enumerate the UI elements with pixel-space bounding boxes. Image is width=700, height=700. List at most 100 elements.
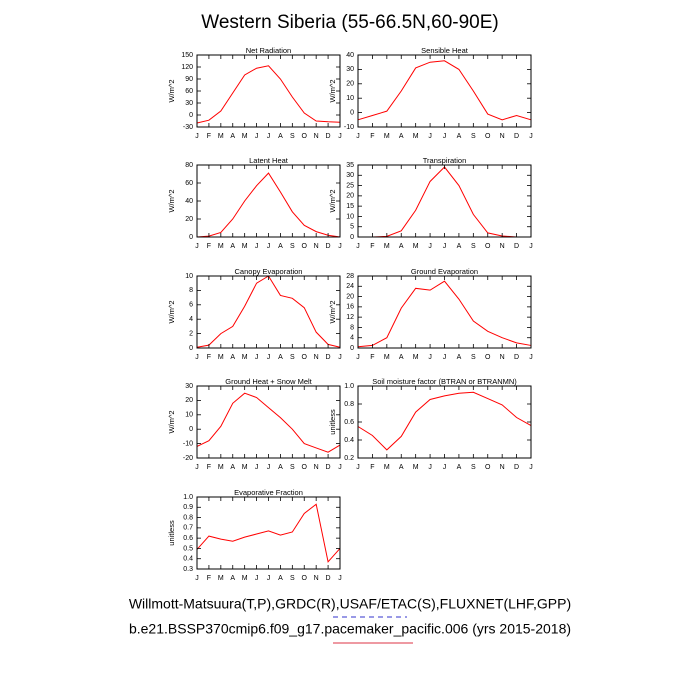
x-tick-label: D	[514, 133, 519, 140]
x-tick-label: J	[195, 464, 199, 471]
x-tick-label: O	[485, 354, 491, 361]
x-tick-label: J	[428, 354, 432, 361]
x-tick-label: A	[230, 575, 235, 582]
y-tick-label: 0	[189, 426, 193, 433]
x-tick-label: M	[384, 464, 390, 471]
x-tick-label: J	[428, 464, 432, 471]
plot-frame	[196, 275, 341, 349]
data-line	[196, 503, 341, 563]
x-tick-label: N	[314, 133, 319, 140]
x-tick-label: D	[514, 464, 519, 471]
x-tick-label: A	[457, 354, 462, 361]
x-tick-label: J	[443, 354, 447, 361]
x-tick-label: J	[356, 354, 360, 361]
y-tick-label: 20	[346, 193, 354, 200]
y-tick-label: 0.6	[183, 535, 193, 542]
x-tick-label: N	[314, 354, 319, 361]
y-tick-label: 20	[185, 397, 193, 404]
x-tick-label: A	[278, 575, 283, 582]
y-axis-label: W/m^2	[167, 189, 176, 212]
y-tick-label: -30	[183, 124, 193, 131]
y-tick-label: 0.9	[183, 504, 193, 511]
y-tick-label: 0	[189, 234, 193, 241]
x-tick-label: J	[267, 464, 271, 471]
panel-title: Ground Evaporation	[411, 267, 478, 276]
y-tick-label: 0	[189, 112, 193, 119]
panel-title: Canopy Evaporation	[235, 267, 303, 276]
x-tick-label: A	[457, 133, 462, 140]
x-tick-label: A	[278, 133, 283, 140]
x-tick-label: M	[384, 354, 390, 361]
y-tick-label: 0	[189, 345, 193, 352]
y-axis-label: W/m^2	[328, 189, 337, 212]
footer-line: Willmott-Matsuura(T,P),GRDC(R),USAF/ETAC…	[129, 596, 571, 612]
x-tick-label: O	[302, 243, 308, 250]
x-tick-label: M	[218, 133, 224, 140]
x-tick-label: A	[230, 464, 235, 471]
x-tick-label: F	[370, 354, 374, 361]
x-tick-label: M	[242, 133, 248, 140]
x-tick-label: N	[314, 464, 319, 471]
x-tick-label: A	[278, 464, 283, 471]
x-tick-label: J	[428, 243, 432, 250]
x-tick-label: O	[485, 133, 491, 140]
x-tick-label: J	[529, 354, 533, 361]
y-tick-label: 10	[346, 95, 354, 102]
y-tick-label: 0.8	[183, 514, 193, 521]
y-axis-label: W/m^2	[167, 79, 176, 102]
y-tick-label: 8	[189, 287, 193, 294]
panel-title: Evaporative Fraction	[234, 488, 303, 497]
y-tick-label: 0	[350, 234, 354, 241]
x-tick-label: M	[413, 354, 419, 361]
x-tick-label: J	[338, 133, 342, 140]
x-tick-label: M	[242, 243, 248, 250]
x-tick-label: J	[428, 133, 432, 140]
x-tick-label: A	[230, 133, 235, 140]
y-tick-label: 16	[346, 304, 354, 311]
y-tick-label: 30	[185, 383, 193, 390]
y-tick-label: 150	[181, 52, 193, 59]
y-tick-label: 8	[350, 324, 354, 331]
x-tick-label: J	[195, 243, 199, 250]
x-tick-label: J	[267, 133, 271, 140]
y-tick-label: 30	[185, 100, 193, 107]
x-tick-label: J	[195, 575, 199, 582]
y-tick-label: 25	[346, 182, 354, 189]
y-axis-label: W/m^2	[328, 79, 337, 102]
y-tick-label: -10	[183, 440, 193, 447]
y-tick-label: 30	[346, 66, 354, 73]
x-tick-label: A	[399, 243, 404, 250]
x-tick-label: J	[195, 354, 199, 361]
x-tick-label: O	[485, 243, 491, 250]
x-tick-label: J	[443, 243, 447, 250]
x-tick-label: J	[338, 464, 342, 471]
y-axis-label: W/m^2	[167, 300, 176, 323]
data-line	[357, 280, 532, 348]
x-tick-label: M	[218, 575, 224, 582]
x-tick-label: F	[370, 464, 374, 471]
y-tick-label: 28	[346, 273, 354, 280]
x-tick-label: S	[290, 575, 295, 582]
data-line	[196, 65, 341, 124]
x-tick-label: M	[218, 354, 224, 361]
y-tick-label: 4	[189, 316, 193, 323]
x-tick-label: O	[302, 464, 308, 471]
panel-title: Net Radiation	[246, 46, 291, 55]
x-tick-label: A	[457, 243, 462, 250]
y-tick-label: 40	[185, 198, 193, 205]
x-tick-label: J	[443, 464, 447, 471]
x-tick-label: M	[413, 133, 419, 140]
x-tick-label: O	[485, 464, 491, 471]
x-tick-label: J	[267, 575, 271, 582]
panel-title: Latent Heat	[249, 156, 289, 165]
x-tick-label: D	[514, 354, 519, 361]
x-tick-label: J	[529, 464, 533, 471]
x-tick-label: M	[384, 243, 390, 250]
y-tick-label: 5	[350, 224, 354, 231]
x-tick-label: N	[314, 243, 319, 250]
data-line	[357, 391, 532, 451]
y-tick-label: -10	[344, 124, 354, 131]
panel-title: Soil moisture factor (BTRAN or BTRANMN)	[372, 377, 517, 386]
